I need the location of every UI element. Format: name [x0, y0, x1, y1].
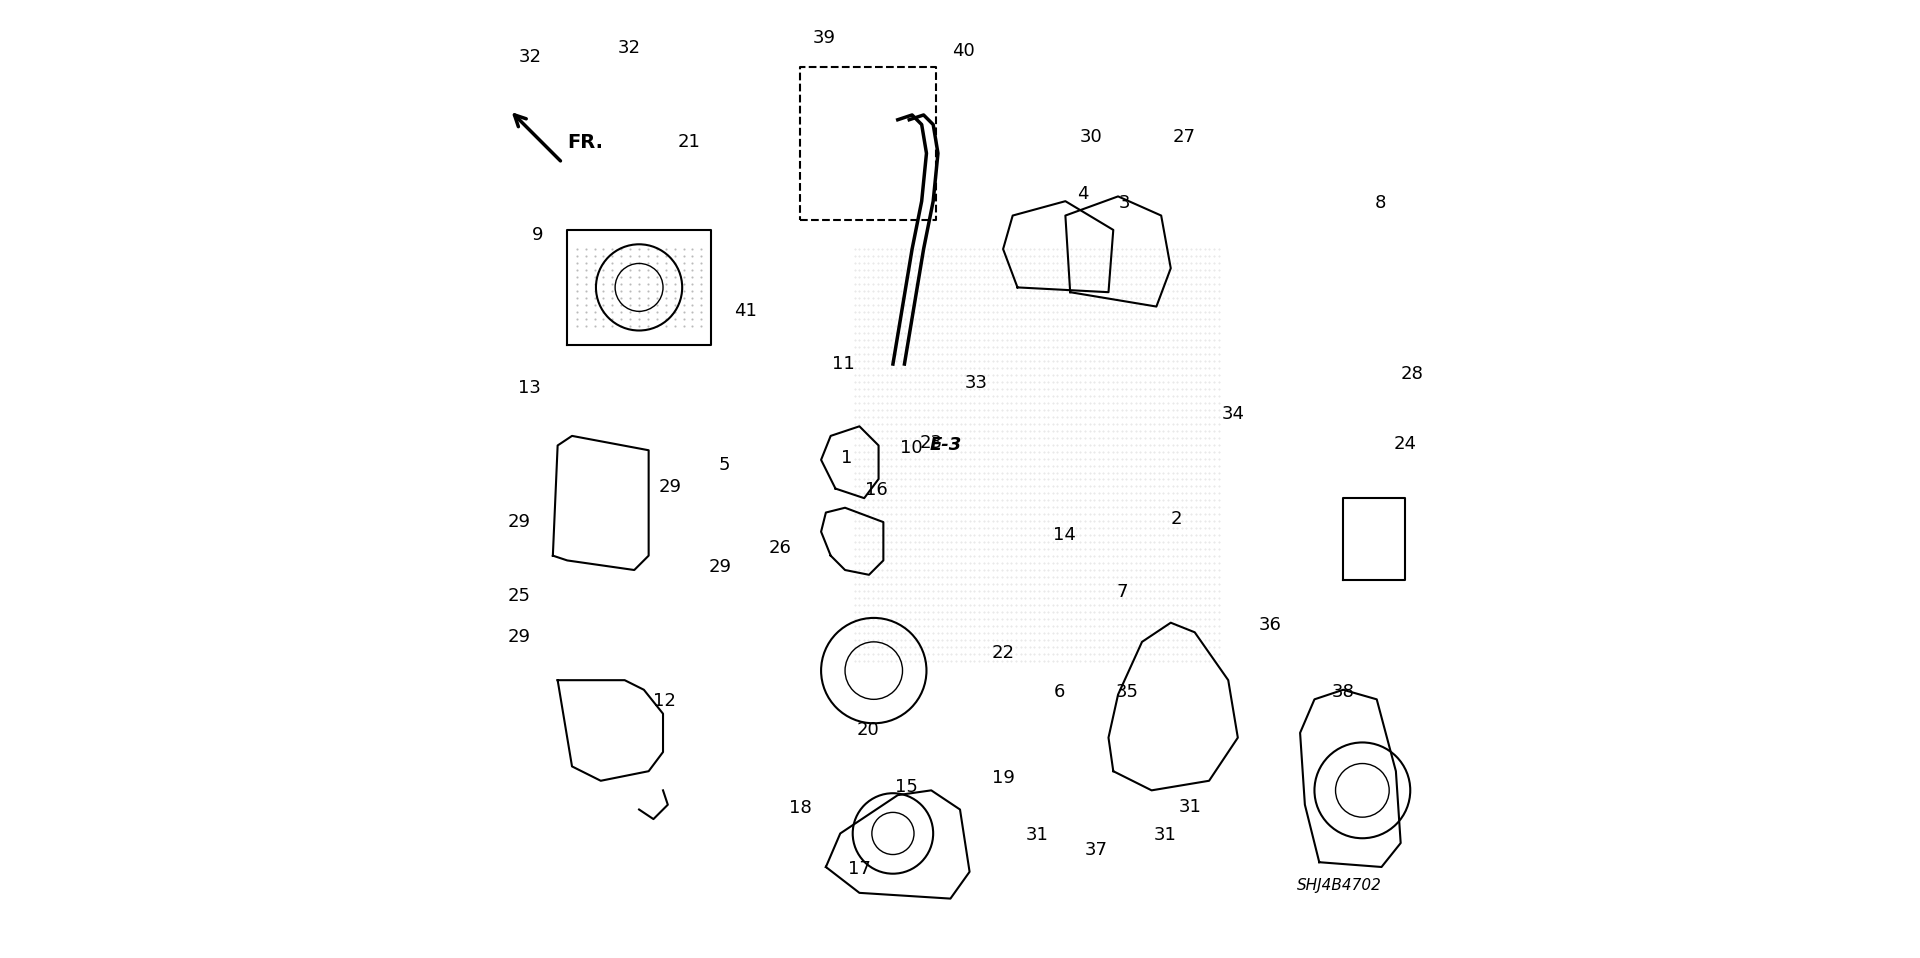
Text: SHJ4B4702: SHJ4B4702	[1296, 878, 1382, 893]
Text: 29: 29	[708, 559, 732, 576]
Text: 32: 32	[618, 39, 641, 57]
Text: 15: 15	[895, 779, 918, 796]
Text: 38: 38	[1332, 683, 1356, 700]
Text: 11: 11	[831, 355, 854, 373]
Text: 3: 3	[1119, 194, 1131, 212]
Text: 12: 12	[653, 692, 676, 710]
Text: 32: 32	[518, 49, 541, 66]
Text: 5: 5	[718, 456, 730, 473]
Text: 29: 29	[507, 628, 530, 646]
Text: 8: 8	[1375, 194, 1386, 212]
Text: 6: 6	[1054, 683, 1066, 700]
Text: 1: 1	[841, 449, 852, 467]
Text: 2: 2	[1171, 511, 1183, 528]
Text: 14: 14	[1052, 526, 1075, 543]
Text: FR.: FR.	[566, 133, 603, 152]
Text: 19: 19	[991, 769, 1014, 787]
Text: 41: 41	[733, 303, 756, 320]
Text: 29: 29	[659, 478, 682, 495]
Text: 4: 4	[1077, 186, 1089, 203]
Text: 17: 17	[849, 860, 872, 878]
Text: E-3: E-3	[929, 437, 962, 454]
Text: 18: 18	[789, 799, 812, 816]
Text: 39: 39	[812, 30, 835, 47]
Text: 27: 27	[1173, 128, 1196, 146]
Text: 35: 35	[1116, 683, 1139, 700]
Text: 40: 40	[952, 42, 975, 59]
Text: 36: 36	[1260, 616, 1283, 633]
Text: 31: 31	[1154, 827, 1177, 844]
Text: 22: 22	[991, 645, 1014, 662]
Text: 25: 25	[507, 587, 530, 604]
Text: 28: 28	[1402, 365, 1423, 382]
Text: 29: 29	[507, 513, 530, 531]
Text: 21: 21	[678, 133, 701, 150]
Text: 31: 31	[1025, 827, 1048, 844]
Text: 20: 20	[856, 721, 879, 739]
Text: 13: 13	[518, 379, 540, 397]
Text: 33: 33	[964, 375, 987, 392]
Text: 16: 16	[866, 482, 889, 499]
Text: 24: 24	[1394, 435, 1417, 452]
Text: 23: 23	[920, 434, 943, 451]
Text: 37: 37	[1085, 841, 1108, 859]
Text: 9: 9	[532, 226, 543, 243]
Text: 31: 31	[1179, 798, 1202, 815]
Text: 26: 26	[768, 539, 791, 557]
Text: 30: 30	[1079, 128, 1102, 146]
Text: 10: 10	[900, 440, 922, 457]
Text: 7: 7	[1116, 583, 1127, 601]
Text: 34: 34	[1221, 405, 1244, 422]
